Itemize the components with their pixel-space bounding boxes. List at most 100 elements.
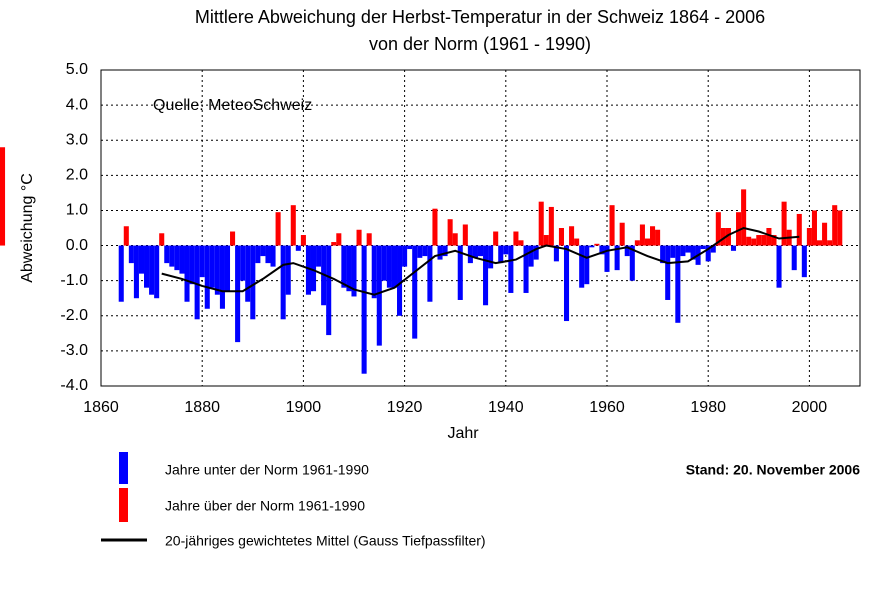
y-tick-label: 2.0 [66,167,88,184]
bar [472,245,478,258]
legend-label: Jahre über der Norm 1961-1990 [165,498,365,514]
smooth-line [161,226,800,296]
bar [133,245,139,299]
bar [250,245,256,320]
bar [569,226,575,246]
bar [806,228,812,246]
bar [371,245,377,299]
bar [477,245,484,257]
bar [169,245,175,267]
bar [123,226,129,246]
bar [432,208,438,246]
bar [447,219,453,246]
bar [832,205,838,246]
bar [766,228,772,246]
x-tick-label: 1980 [690,399,726,416]
bar [599,245,605,255]
bar [503,245,509,255]
bar [376,245,382,346]
bar [300,235,306,246]
bar [402,245,408,267]
bar [594,243,600,246]
bar [214,245,220,295]
bar [144,245,150,288]
bar [483,245,489,306]
bar [558,228,564,246]
bar [305,245,311,295]
y-tick-label: -2.0 [60,307,88,324]
bar [118,245,124,302]
bar [513,231,519,246]
y-tick-label: 5.0 [66,61,88,78]
bar [462,224,468,246]
bar [174,245,180,271]
bar [159,233,165,246]
bar [553,245,559,262]
bar [518,240,524,246]
bar [407,245,413,250]
y-tick-label: 3.0 [66,131,88,148]
bar [336,233,342,246]
bar [199,245,205,278]
bar [660,245,666,264]
bar [837,210,843,246]
x-tick-label: 2000 [792,399,828,416]
bar [240,245,246,281]
bar [265,245,271,264]
bar [639,224,645,246]
bar [705,245,711,262]
bar [533,245,539,260]
bar [412,245,418,339]
bar [452,233,458,246]
bar [736,212,742,246]
bar [761,235,767,246]
chart-title: Mittlere Abweichung der Herbst-Temperatu… [195,7,765,27]
bar [563,245,570,322]
legend-label: Jahre unter der Norm 1961-1990 [165,462,369,478]
bar [184,245,190,302]
chart-subtitle: von der Norm (1961 - 1990) [369,34,591,54]
bar [710,245,716,253]
plot-frame [100,69,861,387]
bar [650,226,656,246]
bar [685,245,691,253]
y-tick-label: -1.0 [60,272,88,289]
bar [397,245,403,316]
bar [346,245,352,292]
bar [179,245,185,274]
bar [609,205,615,246]
bar [0,147,6,246]
bar [351,245,357,297]
bar [270,245,276,267]
bar [528,245,534,267]
bar [670,245,676,258]
bar [574,238,580,246]
bar [442,245,448,257]
bar [245,245,251,302]
bar [381,245,387,281]
bar [796,213,802,246]
legend-swatch [119,488,128,522]
bar [644,238,651,246]
x-tick-label: 1940 [488,399,524,416]
bar [791,245,797,271]
bar [781,201,787,246]
bar [209,245,215,288]
bar [538,201,544,246]
bar [523,245,529,293]
bar [310,245,317,292]
bar [543,235,549,246]
x-tick-label: 1880 [184,399,220,416]
bar [604,245,610,272]
legend-swatch [119,452,128,484]
bar [751,238,757,246]
bar [219,245,225,309]
bar [457,245,463,300]
bar [189,245,195,285]
bar [508,245,514,293]
bar [138,245,145,274]
bar [149,245,155,295]
x-tick-label: 1900 [286,399,322,416]
y-tick-label: 1.0 [66,202,88,219]
bar [579,245,585,288]
